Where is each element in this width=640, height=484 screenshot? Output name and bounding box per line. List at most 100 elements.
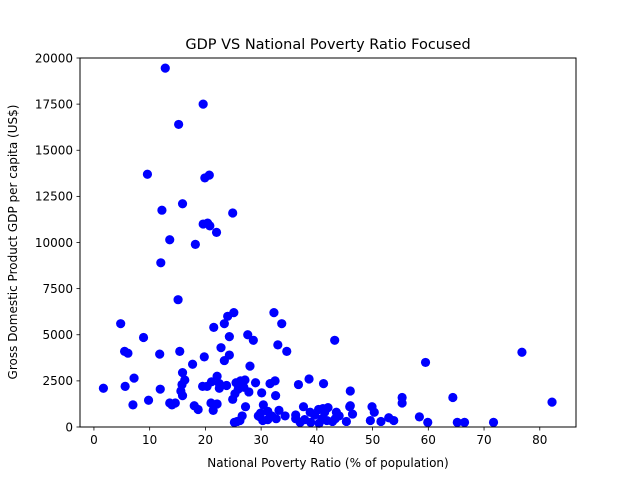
data-point	[156, 258, 166, 268]
data-point	[265, 379, 275, 389]
data-point	[219, 355, 229, 366]
data-point	[160, 63, 170, 73]
x-tick-label: 20	[198, 433, 213, 447]
data-point	[295, 417, 305, 427]
data-point	[209, 322, 219, 332]
data-point	[293, 379, 304, 390]
data-point	[205, 221, 215, 231]
y-tick-label: 20000	[35, 51, 73, 65]
data-point	[423, 417, 433, 427]
data-point	[177, 367, 188, 378]
data-point	[341, 416, 351, 427]
data-point	[175, 346, 185, 356]
data-point	[257, 388, 267, 398]
data-point	[365, 415, 375, 426]
data-point	[414, 412, 424, 422]
data-point	[120, 381, 130, 392]
data-point	[214, 383, 224, 393]
data-point	[517, 347, 527, 357]
data-point	[228, 394, 238, 404]
data-point	[271, 391, 281, 401]
data-point	[330, 335, 340, 345]
data-point	[369, 407, 379, 417]
data-point	[228, 208, 238, 218]
data-point	[488, 417, 499, 427]
data-point	[129, 373, 139, 383]
data-point	[314, 418, 324, 428]
data-point	[116, 319, 126, 329]
data-point	[420, 357, 431, 368]
y-axis-ticks: 0 2500 5000 7500 10000 12500 15000 17500 20000	[35, 51, 80, 434]
data-point	[258, 400, 268, 410]
data-point	[229, 417, 239, 427]
data-point	[327, 416, 338, 427]
data-point	[245, 361, 255, 371]
data-point	[243, 330, 253, 340]
x-tick-label: 60	[421, 433, 436, 447]
data-point	[173, 295, 183, 305]
data-point	[277, 319, 287, 329]
data-point	[306, 417, 316, 427]
data-point	[211, 227, 222, 237]
data-point	[208, 405, 218, 415]
data-point	[202, 381, 212, 392]
x-tick-label: 40	[309, 433, 324, 447]
data-point	[389, 415, 399, 426]
data-point	[198, 99, 208, 109]
x-tick-label: 50	[365, 433, 380, 447]
data-point	[216, 343, 226, 353]
data-point	[174, 119, 184, 130]
data-point	[448, 392, 458, 403]
data-point	[155, 349, 165, 359]
data-point	[199, 352, 209, 362]
data-point	[310, 410, 320, 420]
data-point	[318, 379, 329, 389]
y-tick-label: 15000	[35, 144, 73, 158]
x-axis-label: National Poverty Ratio (% of population)	[207, 456, 448, 470]
x-axis-ticks: 0 10 20 30 40 50 60 70 80	[90, 427, 547, 447]
data-point	[452, 417, 462, 427]
y-axis-label: Gross Domestic Product GDP per capita (U…	[6, 105, 20, 380]
data-point	[187, 359, 198, 369]
data-points	[98, 63, 557, 428]
data-point	[123, 348, 133, 358]
data-point	[304, 374, 314, 384]
data-point	[273, 340, 283, 350]
data-point	[128, 400, 138, 410]
data-point	[282, 346, 292, 356]
data-point	[547, 397, 557, 407]
data-point	[219, 319, 229, 329]
data-point	[244, 387, 254, 397]
data-point	[177, 391, 188, 401]
data-point	[165, 235, 175, 245]
data-point	[143, 395, 154, 405]
data-point	[221, 380, 232, 391]
data-point	[223, 311, 233, 321]
data-point	[345, 402, 355, 412]
data-point	[200, 173, 210, 183]
data-point	[258, 415, 268, 426]
plot-frame	[79, 57, 577, 428]
data-point	[138, 332, 149, 343]
data-point	[157, 205, 167, 215]
data-point	[193, 404, 203, 415]
data-point	[177, 199, 188, 209]
data-point	[142, 169, 153, 179]
data-point	[250, 378, 261, 388]
data-point	[397, 398, 407, 408]
y-tick-label: 7500	[42, 282, 73, 296]
data-point	[376, 416, 386, 427]
chart-title: GDP VS National Poverty Ratio Focused	[185, 37, 470, 53]
y-tick-label: 12500	[35, 190, 73, 204]
y-tick-label: 5000	[42, 328, 73, 342]
data-point	[167, 400, 177, 410]
data-point	[280, 411, 290, 421]
data-point	[269, 308, 279, 318]
y-tick-label: 2500	[42, 374, 73, 388]
x-tick-label: 70	[476, 433, 491, 447]
data-point	[190, 239, 200, 249]
data-point	[248, 335, 258, 345]
